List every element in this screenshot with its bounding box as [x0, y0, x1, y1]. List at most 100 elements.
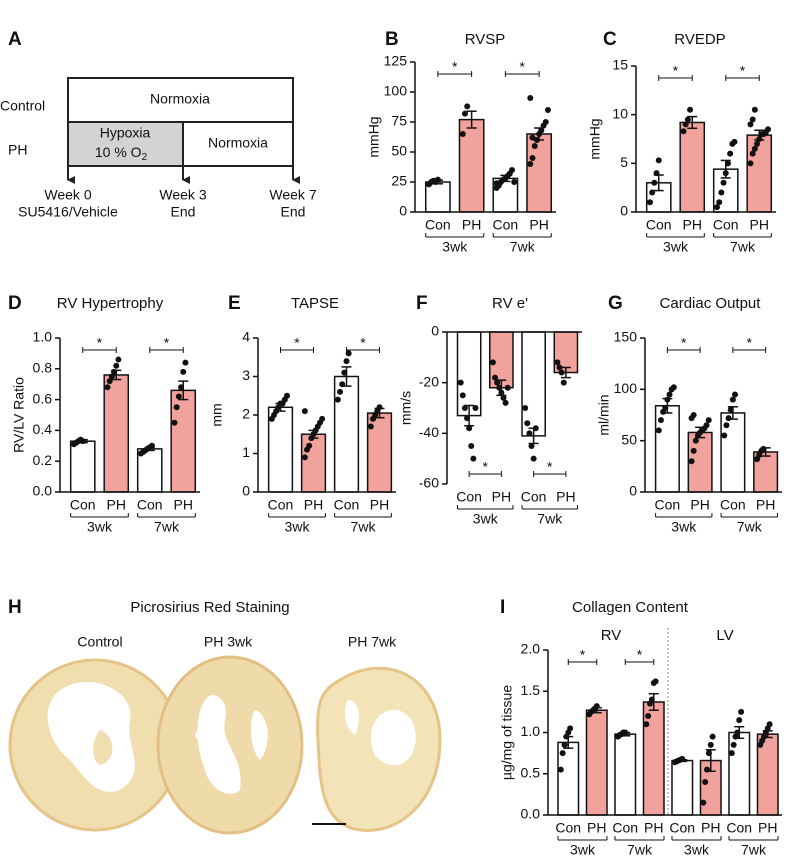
data-point	[472, 405, 479, 411]
data-point	[556, 364, 563, 371]
x-tick-label: PH	[529, 217, 548, 233]
significance: *	[520, 59, 526, 75]
data-point	[464, 103, 471, 110]
data-point	[655, 427, 662, 434]
error-bar	[466, 110, 477, 129]
group-label: 3wk	[285, 519, 311, 535]
panel-label: H	[8, 597, 22, 618]
panel-label: E	[228, 293, 241, 314]
data-point	[657, 417, 664, 424]
data-point	[554, 359, 561, 366]
bar	[585, 709, 608, 816]
data-point	[690, 412, 697, 418]
x-tick-label: Con	[713, 217, 739, 233]
data-point	[334, 396, 341, 403]
data-point	[682, 121, 689, 128]
data-point	[532, 425, 539, 432]
data-point	[461, 110, 468, 117]
data-point	[736, 717, 743, 724]
y-tick-label: 50	[391, 143, 407, 159]
panel-title: RVEDP	[674, 31, 725, 48]
data-point	[522, 405, 529, 411]
y-tick-label: 0.2	[33, 452, 53, 468]
data-point	[646, 199, 653, 206]
data-point	[526, 430, 533, 437]
data-point	[727, 406, 734, 413]
image-label: PH 3wk	[204, 634, 253, 650]
data-point	[79, 438, 86, 445]
section-label: LV	[716, 627, 733, 644]
data-point	[345, 350, 352, 357]
bar	[746, 134, 773, 213]
data-point	[544, 107, 551, 113]
timepoint-note: End	[171, 204, 196, 220]
significance: *	[452, 59, 458, 75]
timepoint-note: End	[281, 204, 306, 220]
x-tick-label: PH	[492, 489, 511, 505]
data-point	[489, 359, 496, 366]
data-point	[648, 696, 655, 703]
panel-label: A	[8, 29, 22, 50]
x-tick-label: PH	[107, 497, 126, 513]
significance: *	[740, 63, 746, 79]
data-point	[527, 95, 534, 101]
data-point	[557, 766, 564, 773]
x-tick-label: Con	[726, 820, 752, 836]
panel-title: RV Hypertrophy	[57, 295, 164, 312]
data-point	[707, 741, 714, 748]
y-tick-label: 0.5	[521, 764, 541, 780]
data-point	[593, 703, 600, 710]
bar	[521, 331, 546, 437]
data-point	[716, 199, 723, 206]
y-axis-label: mm	[209, 403, 225, 426]
x-tick-label: Con	[425, 217, 451, 233]
data-point	[538, 127, 545, 134]
y-tick-label: 1	[242, 444, 250, 460]
group-label: 7wk	[730, 239, 756, 255]
y-tick-label: 0.8	[33, 360, 53, 376]
group-label: 7wk	[741, 842, 767, 858]
data-point	[524, 420, 531, 427]
data-point	[702, 779, 709, 785]
data-point	[496, 384, 503, 391]
data-point	[754, 140, 761, 147]
x-tick-label: Con	[493, 217, 519, 233]
data-point	[502, 399, 509, 406]
group-label: 7wk	[510, 239, 536, 255]
x-tick-label: Con	[334, 497, 360, 513]
y-tick-label: 2.0	[521, 641, 541, 657]
data-point	[376, 404, 383, 411]
y-axis-label: ml/min	[596, 394, 612, 435]
subscript: 2	[142, 152, 148, 163]
data-point	[341, 369, 348, 376]
box-label: Normoxia	[208, 135, 268, 151]
panel-title: TAPSE	[291, 295, 339, 312]
y-axis-label: mmHg	[366, 116, 382, 157]
y-tick-label: 0	[242, 483, 250, 499]
significance: *	[673, 63, 679, 79]
group-label: 3wk	[570, 842, 596, 858]
data-point	[504, 384, 511, 391]
significance: *	[483, 459, 489, 475]
data-point	[283, 392, 290, 399]
x-tick-label: Con	[456, 489, 482, 505]
data-point	[723, 422, 730, 429]
panel-label: D	[8, 293, 22, 314]
data-point	[645, 713, 652, 719]
panel-title: Cardiac Output	[660, 295, 762, 312]
data-point	[461, 405, 468, 411]
significance: *	[580, 647, 586, 663]
x-tick-label: PH	[304, 497, 323, 513]
data-point	[738, 708, 745, 715]
data-point	[180, 368, 187, 375]
y-tick-label: 15	[612, 57, 628, 73]
data-point	[664, 396, 671, 403]
data-point	[567, 725, 574, 732]
data-point	[727, 150, 734, 157]
y-tick-label: 0.0	[521, 806, 541, 822]
diagram: A Normoxia Hypoxia 10 % O2 Normoxia Cont…	[0, 29, 317, 220]
data-point	[182, 359, 189, 366]
data-point	[560, 379, 567, 386]
y-axis-label: mmHg	[587, 118, 603, 159]
